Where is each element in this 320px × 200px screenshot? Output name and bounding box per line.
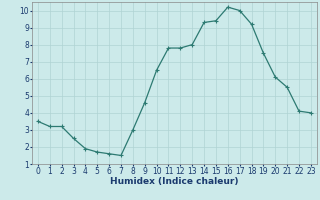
X-axis label: Humidex (Indice chaleur): Humidex (Indice chaleur): [110, 177, 239, 186]
